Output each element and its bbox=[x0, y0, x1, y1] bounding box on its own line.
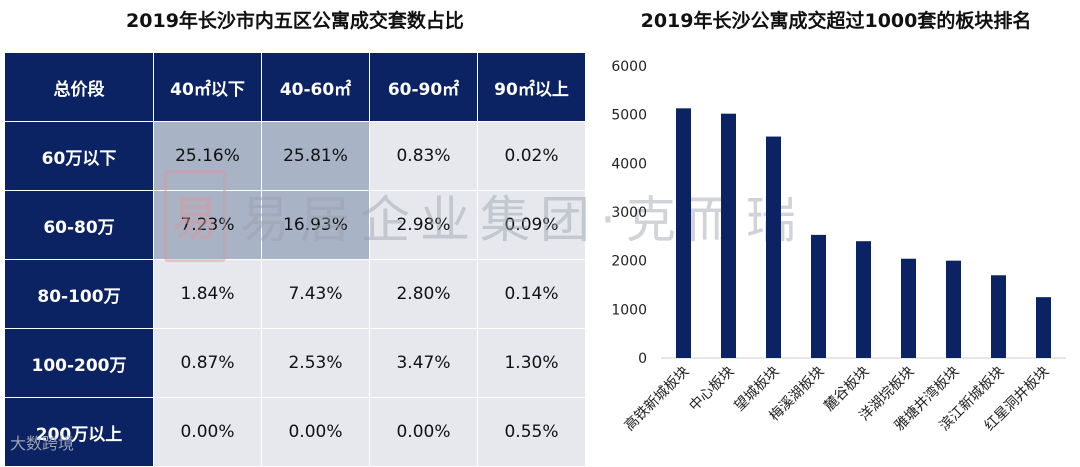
y-tick-label: 0 bbox=[638, 351, 647, 367]
table-header-row: 总价段 40㎡以下 40-60㎡ 60-90㎡ 90㎡以上 bbox=[4, 52, 586, 122]
y-tick-label: 1000 bbox=[611, 302, 647, 318]
table-row: 200万以上 0.00% 0.00% 0.00% 0.55% bbox=[4, 397, 586, 467]
table-cell: 1.30% bbox=[477, 328, 586, 398]
column-header: 40㎡以下 bbox=[153, 52, 262, 122]
y-tick-label: 3000 bbox=[611, 205, 647, 221]
row-header: 80-100万 bbox=[4, 259, 154, 329]
table-cell: 16.93% bbox=[261, 190, 370, 260]
bar bbox=[856, 241, 871, 358]
y-tick-label: 4000 bbox=[611, 156, 647, 172]
table-title: 2019年长沙市内五区公寓成交套数占比 bbox=[126, 10, 464, 32]
bar bbox=[901, 258, 916, 358]
x-tick-label: 高铁新城板块 bbox=[621, 363, 692, 434]
table-cell: 0.00% bbox=[369, 397, 478, 467]
table-cell: 0.02% bbox=[477, 121, 586, 191]
table-cell: 0.83% bbox=[369, 121, 478, 191]
share-table: 总价段 40㎡以下 40-60㎡ 60-90㎡ 90㎡以上 60万以下 25.1… bbox=[4, 52, 586, 467]
bar bbox=[811, 234, 826, 358]
table-corner-header: 总价段 bbox=[4, 52, 154, 122]
table-row: 80-100万 1.84% 7.43% 2.80% 0.14% bbox=[4, 259, 586, 329]
table-cell: 2.80% bbox=[369, 259, 478, 329]
bar bbox=[766, 136, 781, 358]
bar bbox=[676, 108, 691, 358]
table-cell: 0.87% bbox=[153, 328, 262, 398]
y-tick-label: 6000 bbox=[611, 59, 647, 75]
chart-title: 2019年长沙公寓成交超过1000套的板块排名 bbox=[640, 10, 1032, 32]
table-cell: 3.47% bbox=[369, 328, 478, 398]
x-tick-label: 中心板块 bbox=[686, 364, 737, 415]
table-row: 60-80万 7.23% 16.93% 2.98% 0.09% bbox=[4, 190, 586, 260]
table-cell: 25.81% bbox=[261, 121, 370, 191]
table-cell: 0.09% bbox=[477, 190, 586, 260]
column-header: 40-60㎡ bbox=[261, 52, 370, 122]
row-header: 60-80万 bbox=[4, 190, 154, 260]
bar bbox=[946, 260, 961, 358]
y-tick-label: 5000 bbox=[611, 108, 647, 124]
table-cell: 7.43% bbox=[261, 259, 370, 329]
column-header: 90㎡以上 bbox=[477, 52, 586, 122]
table-cell: 2.98% bbox=[369, 190, 478, 260]
table-row: 60万以下 25.16% 25.81% 0.83% 0.02% bbox=[4, 121, 586, 191]
table-cell: 0.55% bbox=[477, 397, 586, 467]
table-cell: 25.16% bbox=[153, 121, 262, 191]
row-header: 200万以上 bbox=[4, 397, 154, 467]
bar-chart: 0100020003000400050006000高铁新城板块中心板块望城板块梅… bbox=[611, 59, 1066, 434]
table-cell: 0.00% bbox=[261, 397, 370, 467]
row-header: 60万以下 bbox=[4, 121, 154, 191]
table-cell: 2.53% bbox=[261, 328, 370, 398]
table-cell: 0.14% bbox=[477, 259, 586, 329]
bar bbox=[721, 113, 736, 359]
table-cell: 7.23% bbox=[153, 190, 262, 260]
table-cell: 0.00% bbox=[153, 397, 262, 467]
bar bbox=[1036, 297, 1051, 358]
y-tick-label: 2000 bbox=[611, 254, 647, 270]
column-header: 60-90㎡ bbox=[369, 52, 478, 122]
table-row: 100-200万 0.87% 2.53% 3.47% 1.30% bbox=[4, 328, 586, 398]
row-header: 100-200万 bbox=[4, 328, 154, 398]
table-cell: 1.84% bbox=[153, 259, 262, 329]
bar bbox=[991, 275, 1006, 358]
